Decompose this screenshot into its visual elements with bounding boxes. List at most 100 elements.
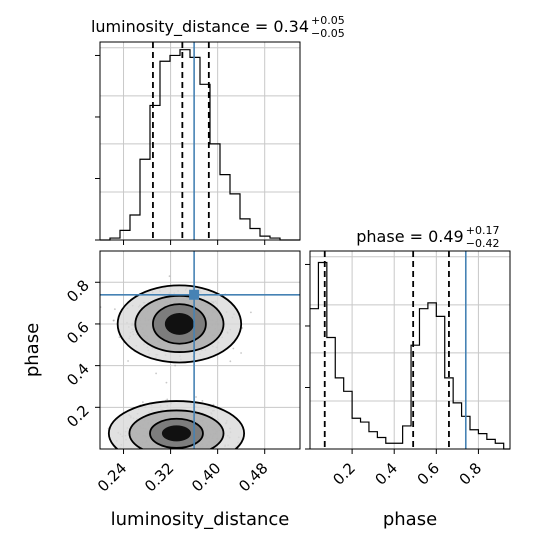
sample-point [113,308,116,311]
x-tick-label: 0.2 [329,459,359,489]
y-tick-label: 0.6 [63,318,93,348]
y-axis-label-phase: phase [22,323,43,377]
axes-frame [99,41,301,241]
sample-point [165,381,168,384]
density-core [164,313,194,335]
sample-point [176,453,178,455]
sample-point [205,450,207,452]
sample-point [149,450,151,452]
x-tick-label: 0.48 [235,459,271,495]
sample-point [201,452,203,454]
sample-point [199,450,201,452]
histogram-step [310,261,510,450]
sample-point [196,453,198,455]
truth-marker [189,289,200,300]
contour-line [149,417,204,449]
sample-point [90,430,92,432]
sample-point [147,469,149,471]
y-tick-label: 0.4 [63,360,93,390]
sample-point [184,457,186,459]
density-core [161,425,192,442]
sample-point [185,452,187,454]
sample-point [202,456,204,458]
sample-point [240,352,242,354]
luminosity-distance-vs-phase-panel: 0.24 0.32 0.40 0.48 0.2 0.4 0.6 0.8 [63,250,301,495]
sample-point [209,456,211,458]
x-tick-label: 0.8 [456,459,486,489]
sample-point [164,450,166,452]
sample-point [212,403,215,406]
sample-point [193,453,195,455]
sample-point [229,360,232,363]
sample-point [195,454,197,456]
x-tick-label: 0.24 [94,459,130,495]
sample-point [166,398,169,401]
sample-point [168,459,170,461]
contour-line [116,284,243,364]
sample-point [201,400,204,402]
sample-point [155,372,158,375]
axes-frame [99,250,301,450]
x-tick-label: 0.6 [414,459,444,489]
sample-point [179,462,181,464]
sample-point [141,401,144,404]
sample-point [155,458,157,460]
sample-point [232,347,235,350]
sample-point [150,460,152,462]
sample-point [200,450,202,452]
sample-point [164,453,166,455]
x-tick-label: 0.32 [141,459,177,495]
x-tick-label: 0.40 [188,459,224,495]
sample-point [173,451,175,453]
sample-point [198,450,200,452]
sample-point [111,454,113,456]
sample-point [155,459,157,461]
sample-point [200,455,202,457]
sample-point [132,451,134,453]
sample-point [176,451,178,453]
sample-point [184,458,186,460]
sample-point [147,454,149,456]
sample-point [192,450,194,452]
sample-point [180,460,182,462]
sample-point [184,457,186,459]
sample-point [197,449,199,451]
sample-point [168,275,171,278]
phase-title-plus: +0.17 [466,224,500,237]
sample-point [145,451,147,453]
sample-point [195,396,197,398]
sample-point [184,463,186,465]
sample-point [175,462,177,464]
sample-point [250,311,252,314]
sample-point [190,450,192,452]
axes-frame [309,250,511,450]
sample-point [201,451,203,453]
sample-point [187,465,189,467]
sample-point [183,454,185,456]
sample-point [174,364,177,367]
sample-point [194,452,196,454]
contour-line [107,400,245,449]
sample-point [221,450,223,452]
x-tick-label: 0.4 [371,459,401,489]
sample-point [156,450,158,452]
phase-histogram-panel: 0.2 0.4 0.6 0.8 [305,250,511,489]
phase-title: phase = 0.49 [356,227,463,246]
sample-point [170,460,172,462]
sample-point [166,450,168,452]
sample-point [145,468,147,470]
contour-line [128,409,225,449]
contour-line [152,303,207,345]
sample-point [157,453,159,455]
sample-point [149,450,151,452]
sample-point [177,460,179,462]
sample-point [141,456,143,458]
sample-point [127,360,129,362]
sample-point [187,458,189,460]
histogram-step [100,49,300,241]
sample-point [173,462,175,464]
sample-point [209,453,211,455]
sample-point [181,452,183,454]
luminosity-distance-title-minus: −0.05 [311,27,345,40]
